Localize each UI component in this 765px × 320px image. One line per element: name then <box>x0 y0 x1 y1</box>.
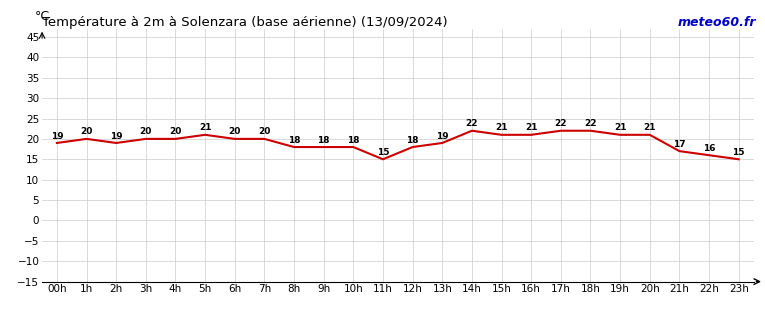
Text: 21: 21 <box>525 124 538 132</box>
Text: meteo60.fr: meteo60.fr <box>677 16 756 29</box>
Text: 20: 20 <box>169 127 181 136</box>
Text: 19: 19 <box>110 132 122 140</box>
Text: 22: 22 <box>466 119 478 128</box>
Text: 17: 17 <box>673 140 685 149</box>
Text: 22: 22 <box>584 119 597 128</box>
Text: Température à 2m à Solenzara (base aérienne) (13/09/2024): Température à 2m à Solenzara (base aérie… <box>42 16 448 29</box>
Text: 22: 22 <box>555 119 567 128</box>
Text: 19: 19 <box>50 132 63 140</box>
Text: 18: 18 <box>406 136 419 145</box>
Text: 18: 18 <box>288 136 301 145</box>
Text: 15: 15 <box>376 148 389 157</box>
Text: 21: 21 <box>643 124 656 132</box>
Text: 20: 20 <box>140 127 152 136</box>
Text: 19: 19 <box>436 132 448 140</box>
Text: 18: 18 <box>347 136 360 145</box>
Text: 21: 21 <box>495 124 508 132</box>
Text: 20: 20 <box>80 127 93 136</box>
Text: 15: 15 <box>732 148 745 157</box>
Text: 21: 21 <box>199 124 211 132</box>
Text: 20: 20 <box>259 127 271 136</box>
Text: °C: °C <box>34 10 50 23</box>
Text: 21: 21 <box>614 124 627 132</box>
Text: 16: 16 <box>703 144 715 153</box>
Text: 18: 18 <box>317 136 330 145</box>
Text: 20: 20 <box>229 127 241 136</box>
